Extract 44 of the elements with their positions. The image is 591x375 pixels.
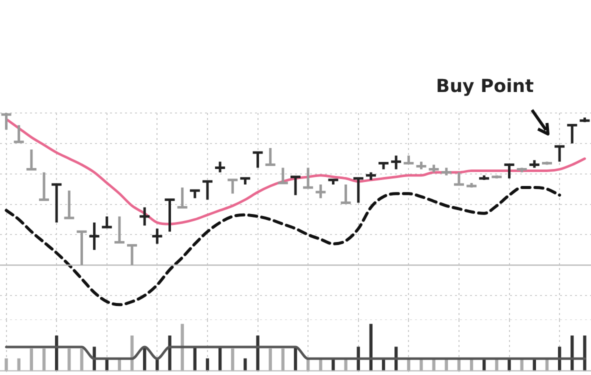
candlestick xyxy=(89,221,100,252)
candlestick xyxy=(567,124,578,145)
candlestick xyxy=(140,206,150,227)
candlestick xyxy=(64,189,74,220)
candlestick xyxy=(39,171,50,201)
bar xyxy=(42,348,46,372)
candlestick xyxy=(152,227,162,246)
candlestick xyxy=(164,198,175,233)
candlestick xyxy=(252,151,263,170)
candlestick xyxy=(228,178,238,195)
candlestick xyxy=(340,183,351,204)
candlestick xyxy=(1,112,12,131)
candlestick xyxy=(102,215,112,228)
bar xyxy=(168,336,172,372)
candlestick xyxy=(52,183,62,224)
bar xyxy=(583,336,586,372)
candlestick xyxy=(26,148,36,171)
bar xyxy=(244,358,247,372)
bar xyxy=(268,348,272,372)
candlestick xyxy=(202,180,212,201)
candlestick xyxy=(265,146,276,166)
candlestick xyxy=(114,215,124,244)
candlestick xyxy=(290,176,300,196)
candlestick xyxy=(303,166,314,189)
candlestick xyxy=(554,145,565,163)
bar xyxy=(30,348,34,372)
candlestick xyxy=(353,177,364,204)
candlestick xyxy=(177,186,188,209)
candlestick xyxy=(504,163,514,180)
candlestick xyxy=(454,171,464,186)
candlestick xyxy=(316,183,326,200)
bar xyxy=(231,348,234,372)
bar xyxy=(68,348,71,372)
candlestick xyxy=(391,154,402,171)
candlestick xyxy=(215,160,226,174)
candlestick xyxy=(278,166,288,184)
bar xyxy=(4,358,8,372)
bar xyxy=(281,348,285,372)
bar xyxy=(256,336,260,372)
candlestick xyxy=(14,124,24,144)
bar xyxy=(80,348,84,372)
text: Buy Point xyxy=(436,76,534,97)
candlestick xyxy=(127,244,138,266)
candlestick xyxy=(76,230,87,266)
